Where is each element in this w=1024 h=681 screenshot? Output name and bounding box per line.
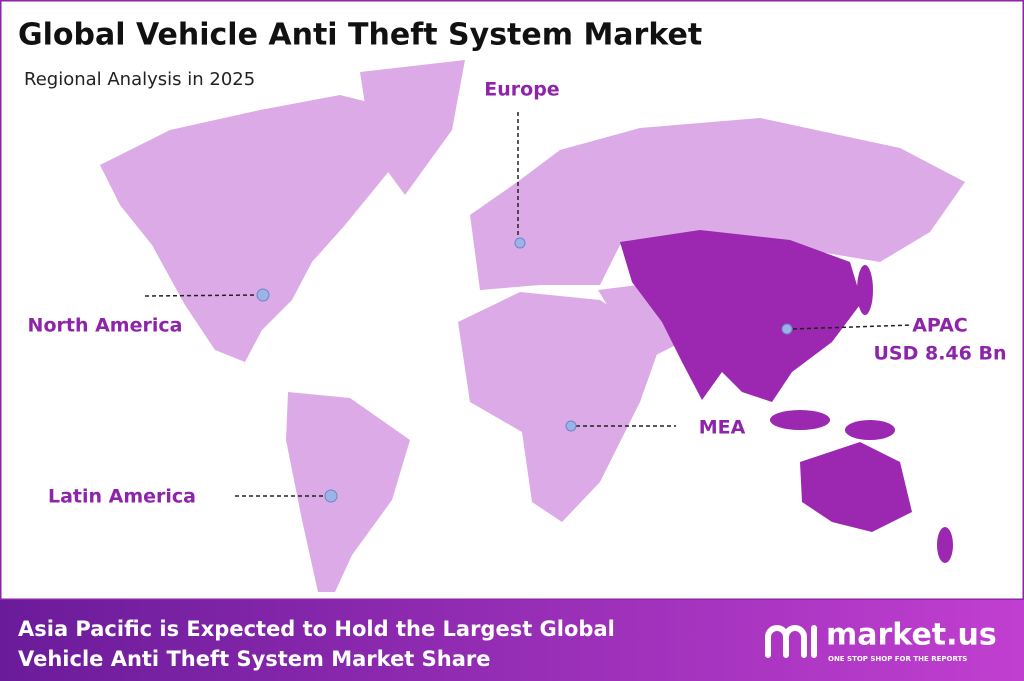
marker — [781, 323, 793, 335]
marker — [514, 237, 526, 249]
footer-text: Asia Pacific is Expected to Hold the Lar… — [18, 617, 615, 641]
subtitle: Regional Analysis in 2025 — [24, 69, 255, 90]
region-label: MEA — [699, 417, 746, 439]
region-value: USD 8.46 Bn — [874, 343, 1007, 365]
leader-line — [792, 324, 913, 330]
footer-text: Vehicle Anti Theft System Market Share — [18, 647, 491, 671]
region-label: Latin America — [48, 486, 196, 508]
marker — [324, 489, 338, 503]
asia-pacific — [620, 230, 862, 402]
logo-icon — [765, 625, 817, 658]
new-zealand — [937, 527, 953, 563]
region-label: Europe — [484, 79, 559, 101]
greenland — [360, 60, 465, 195]
leader-line — [144, 294, 259, 297]
eurasia — [470, 118, 965, 290]
region-label: North America — [28, 315, 183, 337]
indonesia — [770, 410, 830, 430]
logo-tagline: ONE STOP SHOP FOR THE REPORTS — [828, 655, 967, 663]
south-america — [286, 392, 410, 592]
australia — [800, 442, 912, 532]
marker — [256, 288, 270, 302]
new-guinea — [845, 420, 895, 440]
region-label: APAC — [912, 315, 968, 337]
africa — [458, 292, 662, 522]
footer-band — [0, 600, 1024, 681]
japan — [857, 265, 873, 315]
title: Global Vehicle Anti Theft System Market — [18, 18, 702, 53]
marker — [565, 420, 577, 432]
logo-name: market.us — [826, 618, 997, 653]
